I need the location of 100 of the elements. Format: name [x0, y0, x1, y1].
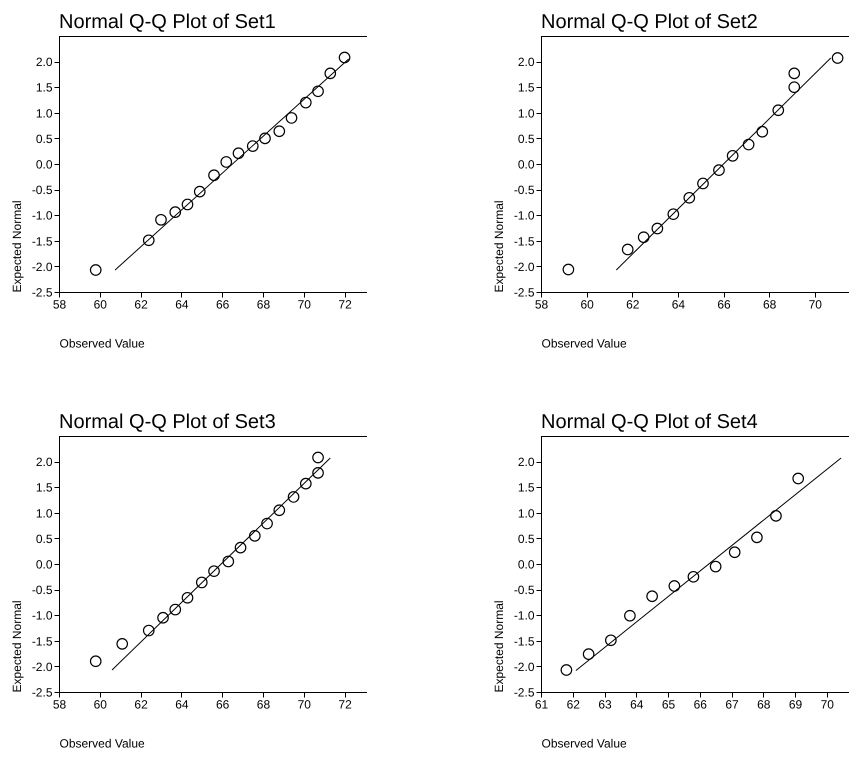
- point: [220, 156, 232, 168]
- x-tick-label: 58: [52, 698, 66, 712]
- y-tick-label: -2.0: [32, 260, 53, 274]
- point: [638, 231, 650, 244]
- point: [668, 580, 680, 592]
- x-axis-title: Observed Value: [542, 736, 627, 750]
- y-tick-label: -1.5: [514, 234, 535, 248]
- point: [832, 52, 844, 64]
- x-tick-label: 62: [134, 698, 148, 712]
- y-tick-label: -2.5: [514, 686, 535, 700]
- point: [582, 648, 594, 660]
- x-tick-label: 68: [757, 698, 771, 712]
- point: [562, 264, 574, 276]
- y-tick-label: 1.5: [518, 480, 535, 495]
- x-axis-title: Observed Value: [542, 336, 627, 350]
- x-tick-label: 60: [94, 698, 108, 712]
- x-tick-label: 64: [672, 298, 686, 312]
- point: [667, 208, 680, 220]
- y-tick-label: 0.0: [36, 558, 53, 572]
- y-tick-label: 1.5: [36, 480, 53, 495]
- x-tick-label: 62: [134, 298, 148, 312]
- point: [772, 104, 784, 116]
- y-tick-label: -1.0: [32, 608, 53, 623]
- y-tick-label: 0.5: [518, 532, 535, 546]
- point: [624, 610, 636, 622]
- x-tick-label: 64: [175, 298, 189, 312]
- y-tick-label: 1.5: [36, 80, 53, 95]
- x-tick-label: 58: [52, 298, 66, 312]
- x-tick-label: 61: [534, 698, 548, 712]
- point: [312, 452, 324, 464]
- x-tick-label: 70: [298, 698, 312, 712]
- y-tick-label: -0.5: [514, 183, 535, 198]
- chart-title: Normal Q-Q Plot of Set1: [59, 11, 276, 33]
- y-tick-label: -1.0: [514, 608, 535, 623]
- point: [142, 234, 155, 246]
- point: [770, 510, 782, 522]
- y-tick-label: 0.0: [518, 558, 535, 572]
- point: [116, 638, 128, 650]
- y-axis-title: Expected Normal: [492, 200, 506, 292]
- y-tick-label: -2.0: [32, 660, 53, 674]
- point: [182, 198, 194, 210]
- point: [208, 565, 220, 577]
- point: [232, 147, 244, 160]
- point: [169, 206, 182, 218]
- chart-title: Normal Q-Q Plot of Set2: [541, 11, 758, 33]
- point: [710, 560, 722, 572]
- x-tick-label: 62: [566, 698, 580, 712]
- y-tick-label: -2.5: [32, 686, 53, 700]
- x-tick-label: 69: [788, 698, 803, 712]
- x-tick-label: 66: [694, 698, 708, 712]
- x-tick-label: 68: [762, 298, 777, 312]
- y-tick-label: -1.0: [514, 208, 535, 223]
- y-tick-label: -0.5: [32, 183, 53, 198]
- point: [751, 532, 763, 544]
- y-tick-label: 0.5: [36, 132, 53, 146]
- y-axis-title: Expected Normal: [10, 200, 24, 292]
- x-tick-label: 64: [175, 698, 189, 712]
- y-tick-label: -2.0: [514, 660, 535, 674]
- y-axis-title: Expected Normal: [492, 600, 506, 692]
- y-tick-label: 0.0: [518, 158, 535, 172]
- point: [300, 478, 312, 490]
- point: [788, 81, 800, 94]
- y-tick-label: 1.0: [518, 106, 535, 120]
- y-tick-label: -1.0: [32, 208, 53, 223]
- y-tick-label: 1.0: [36, 106, 53, 120]
- point: [286, 112, 298, 124]
- point: [312, 467, 324, 479]
- y-tick-label: 2.0: [36, 55, 53, 70]
- y-tick-label: -2.5: [32, 286, 53, 300]
- x-tick-label: 70: [808, 298, 822, 312]
- x-tick-label: 68: [256, 698, 270, 712]
- y-tick-label: -0.5: [514, 583, 535, 598]
- point: [605, 634, 617, 646]
- x-tick-label: 60: [580, 298, 594, 312]
- point: [90, 655, 102, 668]
- x-tick-label: 66: [216, 698, 230, 712]
- y-tick-label: 1.0: [36, 506, 53, 520]
- x-tick-label: 64: [630, 698, 644, 712]
- point: [728, 546, 741, 558]
- point: [683, 192, 696, 204]
- point: [234, 542, 246, 554]
- x-tick-label: 70: [820, 698, 834, 712]
- point: [169, 604, 182, 616]
- point: [273, 125, 286, 138]
- y-tick-label: 1.0: [518, 506, 535, 520]
- x-tick-label: 63: [598, 698, 612, 712]
- x-tick-label: 66: [216, 298, 230, 312]
- point: [246, 140, 259, 152]
- point: [697, 178, 709, 190]
- y-tick-label: 0.5: [36, 532, 53, 546]
- point: [248, 530, 261, 542]
- x-axis-title: Observed Value: [60, 736, 145, 750]
- point: [259, 132, 271, 144]
- y-tick-label: -1.5: [32, 634, 53, 648]
- chart-title: Normal Q-Q Plot of Set4: [541, 411, 758, 433]
- y-tick-label: -2.0: [514, 260, 535, 274]
- point: [157, 612, 169, 624]
- point: [288, 491, 300, 503]
- point: [90, 264, 102, 276]
- point: [300, 96, 312, 108]
